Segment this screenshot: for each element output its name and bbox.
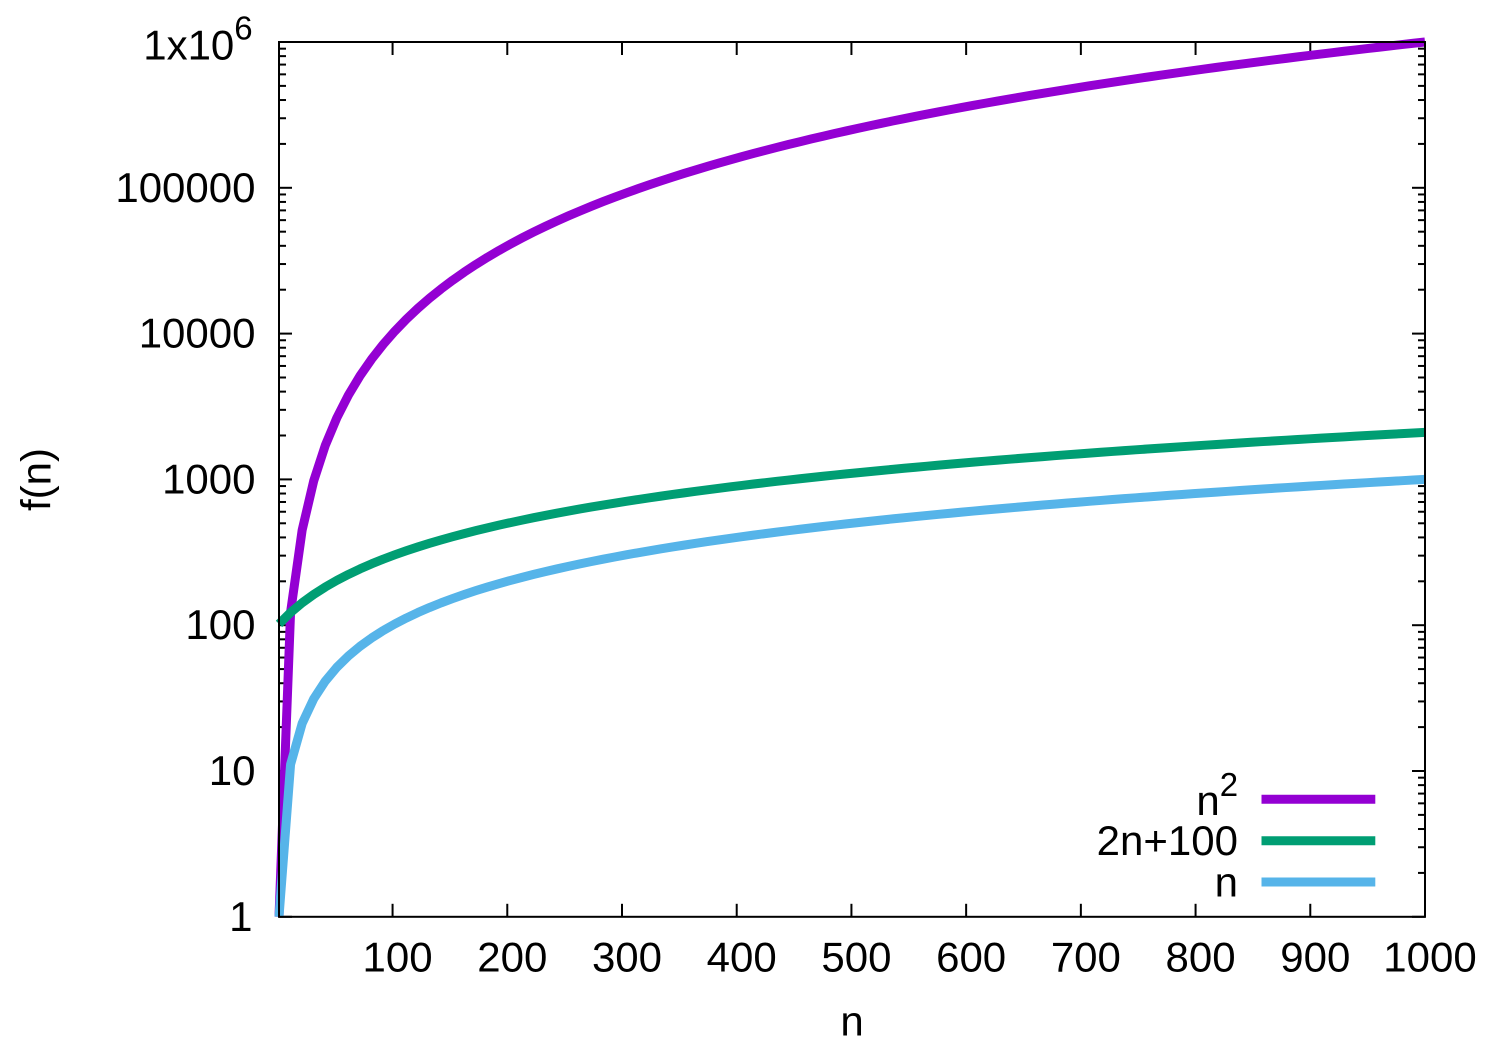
svg-text:500: 500	[821, 934, 891, 981]
svg-text:100000: 100000	[115, 164, 255, 211]
svg-text:300: 300	[592, 934, 662, 981]
svg-text:n: n	[1196, 777, 1219, 824]
svg-text:400: 400	[707, 934, 777, 981]
svg-text:f(n): f(n)	[13, 448, 60, 511]
svg-text:n: n	[840, 998, 863, 1045]
svg-text:2: 2	[1220, 766, 1238, 803]
svg-text:1000: 1000	[1383, 934, 1476, 981]
svg-text:1: 1	[229, 893, 252, 940]
svg-text:200: 200	[477, 934, 547, 981]
svg-text:1000: 1000	[162, 455, 255, 502]
svg-text:2n+100: 2n+100	[1097, 817, 1238, 864]
svg-text:600: 600	[936, 934, 1006, 981]
svg-text:1x10: 1x10	[143, 22, 234, 69]
svg-text:100: 100	[185, 601, 255, 648]
svg-text:100: 100	[363, 934, 433, 981]
svg-text:10000: 10000	[139, 310, 256, 357]
svg-text:800: 800	[1166, 934, 1236, 981]
svg-text:6: 6	[234, 9, 252, 46]
svg-text:n: n	[1215, 859, 1238, 906]
svg-text:700: 700	[1051, 934, 1121, 981]
svg-text:900: 900	[1280, 934, 1350, 981]
svg-text:10: 10	[209, 747, 256, 794]
